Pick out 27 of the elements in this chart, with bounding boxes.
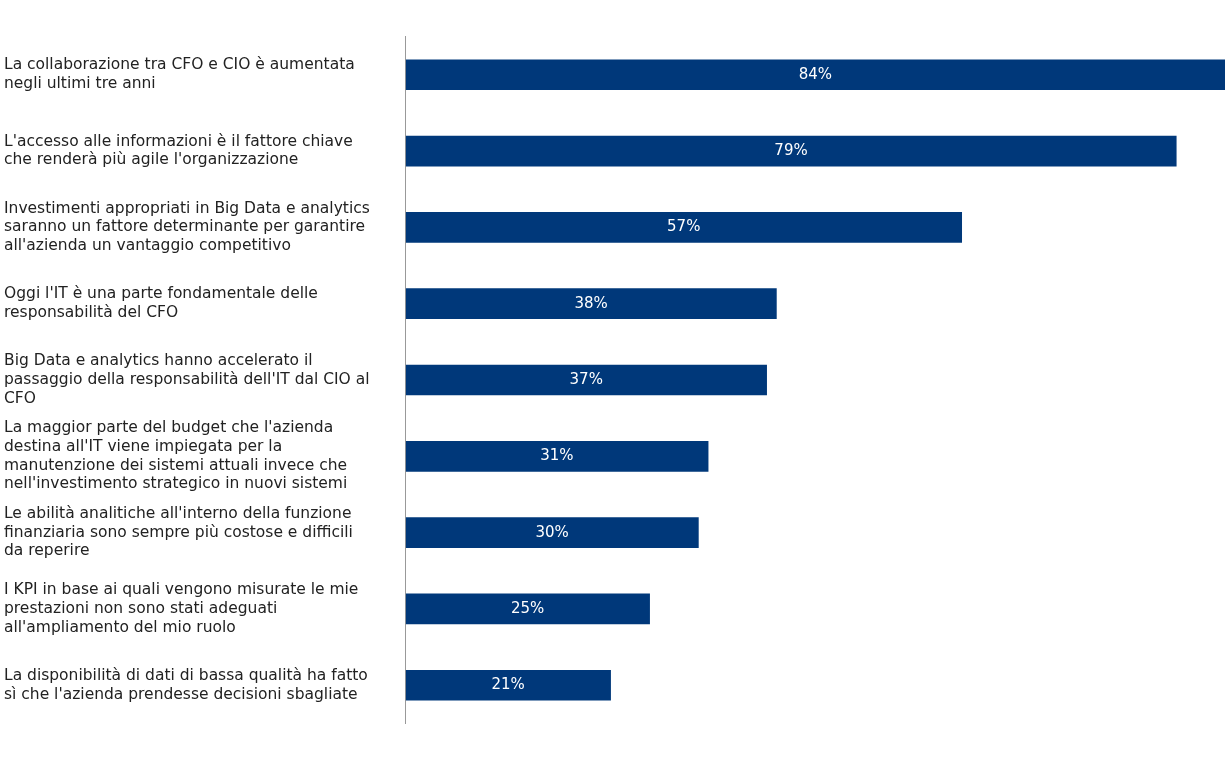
data-label: 57% (667, 217, 701, 236)
data-label: 37% (569, 369, 603, 388)
y-tick-label: L'accesso alle informazioni è il fattore chiave che renderà più agile l'organizzazione (4, 131, 353, 169)
data-label: 84% (798, 64, 833, 83)
data-label: 31% (540, 446, 574, 465)
bar (405, 212, 963, 243)
bar (405, 288, 777, 320)
bar (405, 440, 709, 472)
bar (405, 593, 650, 625)
bar (405, 59, 1225, 91)
data-label: 30% (535, 522, 569, 541)
bar (405, 669, 611, 701)
data-label: 79% (774, 140, 808, 159)
y-tick-label: Le abilità analitiche all'interno della funzione finanziaria sono sempre più costose e difficili da reperire (4, 504, 353, 560)
bar (405, 135, 1177, 167)
data-label: 21% (491, 675, 525, 694)
y-tick-label: Investimenti appropriati in Big Data e analytics saranno un fattore determinante per garantire all'azienda un vantaggio competitivo (4, 198, 370, 255)
data-label: 38% (574, 293, 608, 312)
y-tick-label: I KPI in base ai quali vengono misurate le mie prestazioni non sono stati adeguati all'ampliamento del mio ruolo (4, 580, 359, 636)
y-tick-label: Big Data e analytics hanno accelerato il passaggio della responsabilità dell'IT dal CIO al CFO (4, 351, 370, 407)
y-tick-label: La maggior parte del budget che l'azienda destina all'IT viene impiegata per la manutenzione dei sistemi attuali invece che nell'investimento strategico in nuovi sistemi (4, 418, 348, 493)
y-tick-label: La collaborazione tra CFO e CIO è aumentata negli ultimi tre anni (4, 55, 355, 93)
bar (405, 364, 767, 396)
bar (405, 517, 699, 548)
y-tick-label: Oggi l'IT è una parte fondamentale delle responsabilità del CFO (4, 284, 318, 322)
data-label: 25% (511, 598, 545, 617)
y-tick-label: La disponibilità di dati di bassa qualità ha fatto sì che l'azienda prendesse decisioni sbagliate (4, 665, 368, 703)
